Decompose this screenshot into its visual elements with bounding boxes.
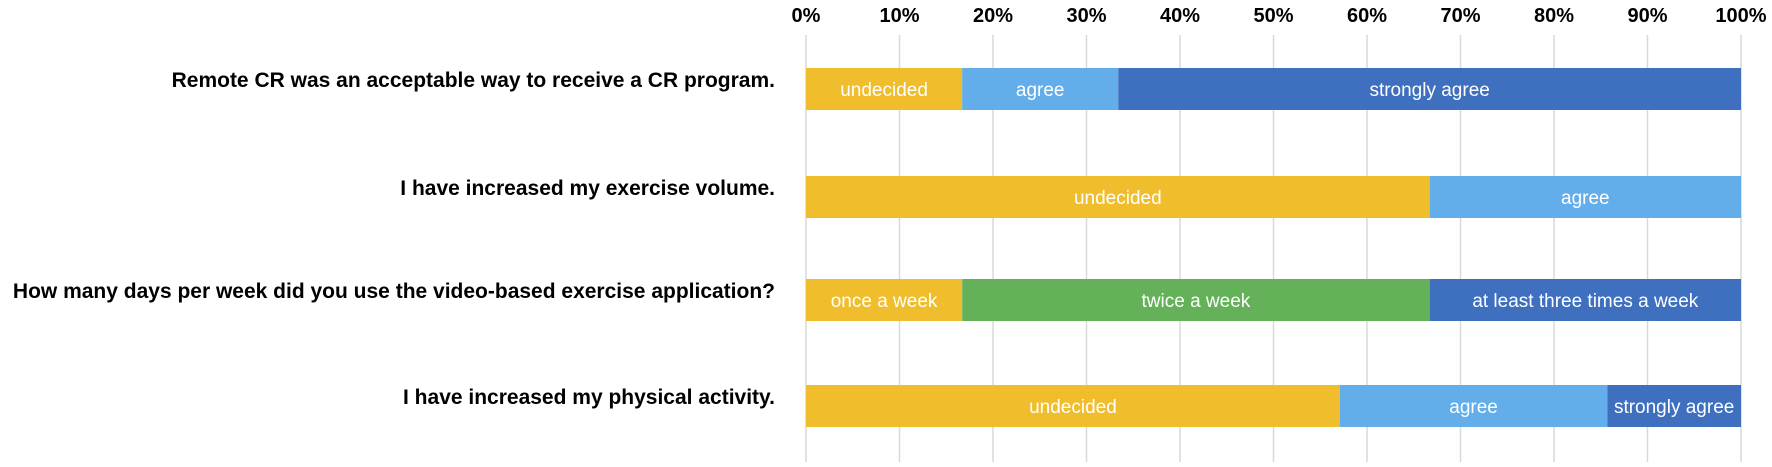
x-tick-label: 20% xyxy=(973,5,1013,27)
x-tick-label: 90% xyxy=(1627,5,1667,27)
bar-segment-label: undecided xyxy=(1074,188,1162,209)
bar-segment xyxy=(806,385,1340,427)
x-axis-ticks: 0% 10% 20% 30% 40% 50% 60% 70% 80% 90% 100% xyxy=(792,5,1767,27)
bar-segment xyxy=(806,68,963,110)
x-tick-label: 40% xyxy=(1160,5,1200,27)
x-tick-label: 10% xyxy=(879,5,919,27)
bar-segment-label: agree xyxy=(1561,188,1610,209)
bar-segment-label: undecided xyxy=(840,80,928,101)
bar-segment xyxy=(1429,176,1741,218)
x-tick-label: 100% xyxy=(1715,5,1766,27)
bar-segment xyxy=(1429,279,1741,321)
bars: undecided agree strongly agree undecided agr… xyxy=(806,68,1741,427)
bar-segment-label: agree xyxy=(1016,80,1065,101)
bar-segment xyxy=(1339,385,1608,427)
bar-segment xyxy=(1118,68,1741,110)
category-label: I have increased my exercise volume. xyxy=(400,177,775,200)
category-labels: Remote CR was an acceptable way to recei… xyxy=(13,69,775,409)
bar-segment-label: once a week xyxy=(831,291,938,312)
category-label: I have increased my physical activity. xyxy=(403,386,775,409)
bar-segment xyxy=(962,68,1119,110)
x-tick-label: 60% xyxy=(1347,5,1387,27)
bar-segment-label: twice a week xyxy=(1142,291,1251,312)
bar-segment xyxy=(806,279,963,321)
x-tick-label: 50% xyxy=(1253,5,1293,27)
bar-segment-label: at least three times a week xyxy=(1472,291,1698,312)
bar-segment-label: strongly agree xyxy=(1369,80,1489,101)
bar-segment-label: strongly agree xyxy=(1614,397,1734,418)
bar-segment-label: undecided xyxy=(1029,397,1117,418)
x-tick-label: 70% xyxy=(1440,5,1480,27)
bar-segment xyxy=(806,176,1430,218)
x-tick-label: 80% xyxy=(1534,5,1574,27)
x-tick-label: 0% xyxy=(792,5,821,27)
bar-segment-label: agree xyxy=(1449,397,1498,418)
category-label: How many days per week did you use the v… xyxy=(13,280,775,303)
x-tick-label: 30% xyxy=(1066,5,1106,27)
bar-segment xyxy=(962,279,1430,321)
category-label: Remote CR was an acceptable way to recei… xyxy=(172,69,775,92)
bar-segment xyxy=(1607,385,1741,427)
